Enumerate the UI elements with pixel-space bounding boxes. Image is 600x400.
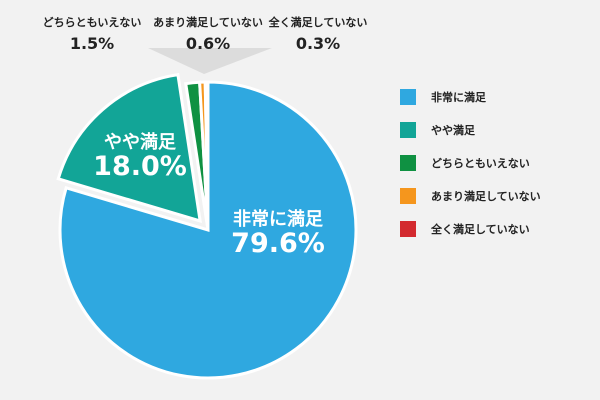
legend-label: 非常に満足 bbox=[431, 90, 486, 104]
legend-label: どちらともいえない bbox=[431, 156, 530, 170]
legend-swatch bbox=[400, 220, 416, 237]
slice-not-at-all-satisfied bbox=[203, 80, 210, 231]
legend-item: やや満足 bbox=[400, 121, 541, 138]
callout-label-not-at-all: 全く満足していない bbox=[268, 16, 368, 29]
pie-slices bbox=[56, 72, 358, 380]
legend-swatch bbox=[400, 121, 416, 138]
legend-swatch bbox=[400, 187, 416, 204]
slice-value-very: 79.6% bbox=[231, 228, 325, 259]
legend-label: 全く満足していない bbox=[431, 222, 530, 236]
slice-label-somewhat: やや満足 bbox=[104, 132, 176, 153]
legend-label: やや満足 bbox=[431, 123, 475, 137]
legend-swatch bbox=[400, 88, 416, 105]
callout-value-not-at-all: 0.3% bbox=[295, 34, 341, 53]
legend-swatch bbox=[400, 154, 416, 171]
legend: 非常に満足 やや満足 どちらともいえない あまり満足していない 全く満足していな… bbox=[400, 88, 541, 253]
legend-item: 非常に満足 bbox=[400, 88, 541, 105]
callout-value-neutral: 1.5% bbox=[69, 34, 115, 53]
slice-somewhat-satisfied bbox=[56, 72, 202, 224]
legend-item: あまり満足していない bbox=[400, 187, 541, 204]
callout-label-neutral: どちらともいえない bbox=[42, 16, 142, 29]
legend-item: どちらともいえない bbox=[400, 154, 541, 171]
slice-label-very: 非常に満足 bbox=[233, 209, 323, 230]
legend-item: 全く満足していない bbox=[400, 220, 541, 237]
slice-value-somewhat: 18.0% bbox=[93, 151, 187, 182]
callout-value-not-very: 0.6% bbox=[185, 34, 231, 53]
callout-pointer bbox=[148, 48, 272, 74]
callout-label-not-very: あまり満足していない bbox=[153, 16, 263, 29]
legend-label: あまり満足していない bbox=[431, 189, 541, 203]
